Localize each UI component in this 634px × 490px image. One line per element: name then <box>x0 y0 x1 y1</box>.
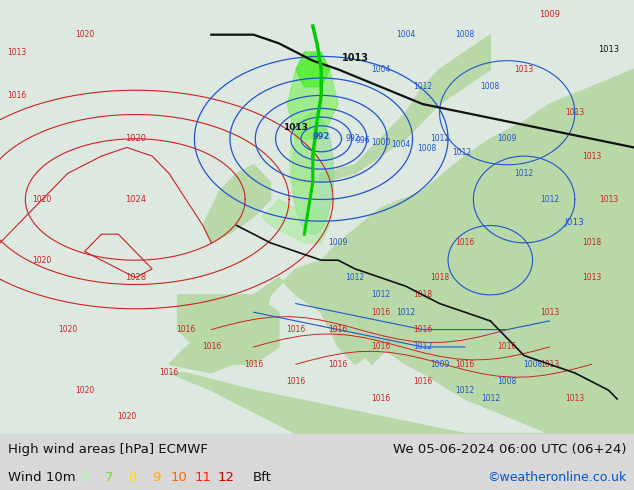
Text: 1008: 1008 <box>455 30 475 39</box>
Text: Wind 10m: Wind 10m <box>8 471 75 484</box>
Polygon shape <box>423 312 609 364</box>
Text: 1016: 1016 <box>286 377 306 386</box>
Text: 1013: 1013 <box>582 151 602 161</box>
Text: Bft: Bft <box>253 471 272 484</box>
Polygon shape <box>287 52 338 139</box>
Polygon shape <box>178 295 279 364</box>
Text: 1012: 1012 <box>481 394 500 403</box>
Text: We 05-06-2024 06:00 UTC (06+24): We 05-06-2024 06:00 UTC (06+24) <box>393 443 626 456</box>
Text: 1016: 1016 <box>455 238 475 247</box>
Text: 1020: 1020 <box>75 386 94 395</box>
Polygon shape <box>292 113 333 234</box>
Text: 1013: 1013 <box>565 108 585 117</box>
Text: 1016: 1016 <box>7 91 27 100</box>
Text: 1016: 1016 <box>455 360 475 369</box>
Text: 1012: 1012 <box>452 148 471 157</box>
Text: 996: 996 <box>356 136 370 145</box>
Text: 10: 10 <box>171 471 188 484</box>
Text: 1016: 1016 <box>176 325 196 334</box>
Text: 1012: 1012 <box>413 343 432 351</box>
FancyBboxPatch shape <box>0 0 634 434</box>
Text: 1013: 1013 <box>565 394 585 403</box>
Text: 1000: 1000 <box>371 138 391 147</box>
Text: 1009: 1009 <box>498 134 517 143</box>
Text: 1013: 1013 <box>342 53 368 63</box>
Text: 1016: 1016 <box>371 343 390 351</box>
Text: 1018: 1018 <box>413 291 432 299</box>
Text: 1016: 1016 <box>328 325 348 334</box>
Text: 1020: 1020 <box>32 256 52 265</box>
Text: 1016: 1016 <box>413 377 432 386</box>
Text: 1012: 1012 <box>396 308 415 317</box>
Text: 1008: 1008 <box>417 144 436 153</box>
Text: 1012: 1012 <box>540 195 559 204</box>
Text: 1009: 1009 <box>430 360 450 369</box>
Polygon shape <box>296 52 330 87</box>
Text: 1013: 1013 <box>540 360 559 369</box>
Text: 1016: 1016 <box>328 360 348 369</box>
Text: 1020: 1020 <box>75 30 94 39</box>
Text: 1013: 1013 <box>7 48 27 56</box>
Text: 1018: 1018 <box>430 273 449 282</box>
Polygon shape <box>321 295 406 364</box>
Text: 1008: 1008 <box>498 377 517 386</box>
Polygon shape <box>290 122 319 208</box>
Text: 1012: 1012 <box>346 273 365 282</box>
Text: 1020: 1020 <box>58 325 77 334</box>
Text: 1020: 1020 <box>32 195 52 204</box>
Text: 1012: 1012 <box>413 82 432 91</box>
Text: 1020: 1020 <box>117 412 136 421</box>
Text: 1016: 1016 <box>413 325 432 334</box>
Text: 1018: 1018 <box>582 238 601 247</box>
Text: 12: 12 <box>218 471 235 484</box>
Text: 1008: 1008 <box>523 360 542 369</box>
Text: 1012: 1012 <box>430 134 449 143</box>
Text: 1013: 1013 <box>598 45 619 54</box>
Text: 1009: 1009 <box>328 238 348 247</box>
Text: 9: 9 <box>152 471 160 484</box>
Polygon shape <box>262 199 330 243</box>
Text: 1028: 1028 <box>125 273 146 282</box>
Text: 8: 8 <box>128 471 137 484</box>
Text: 1024: 1024 <box>125 195 146 204</box>
Text: 1016: 1016 <box>286 325 306 334</box>
Text: 1012: 1012 <box>515 169 534 178</box>
Polygon shape <box>296 35 490 182</box>
Text: 1004: 1004 <box>391 141 411 149</box>
Text: 992: 992 <box>346 134 360 144</box>
Text: 1013: 1013 <box>540 308 559 317</box>
Text: 1009: 1009 <box>539 10 560 19</box>
Polygon shape <box>465 173 634 286</box>
Text: 1004: 1004 <box>371 65 390 74</box>
Text: 11: 11 <box>195 471 211 484</box>
Text: 1016: 1016 <box>244 360 263 369</box>
Text: 1020: 1020 <box>125 134 146 143</box>
Text: 1013: 1013 <box>283 123 308 132</box>
Text: 1004: 1004 <box>396 30 415 39</box>
Polygon shape <box>169 70 634 434</box>
Polygon shape <box>203 165 271 243</box>
Text: 1016: 1016 <box>202 343 221 351</box>
Text: 1016: 1016 <box>498 343 517 351</box>
Text: 1008: 1008 <box>481 82 500 91</box>
Text: 1016: 1016 <box>371 308 390 317</box>
Text: High wind areas [hPa] ECMWF: High wind areas [hPa] ECMWF <box>8 443 207 456</box>
Text: 1013: 1013 <box>599 195 618 204</box>
Text: 1016: 1016 <box>159 368 179 377</box>
Text: J013: J013 <box>565 219 585 227</box>
Text: 1016: 1016 <box>371 394 390 403</box>
Text: ©weatheronline.co.uk: ©weatheronline.co.uk <box>487 471 626 484</box>
Polygon shape <box>169 373 634 434</box>
Text: 992: 992 <box>313 132 330 141</box>
Text: 6: 6 <box>81 471 90 484</box>
Text: 1012: 1012 <box>455 386 474 395</box>
Text: 1012: 1012 <box>371 291 390 299</box>
Text: 1013: 1013 <box>582 273 602 282</box>
Text: 7: 7 <box>105 471 113 484</box>
Text: 1013: 1013 <box>514 65 534 74</box>
